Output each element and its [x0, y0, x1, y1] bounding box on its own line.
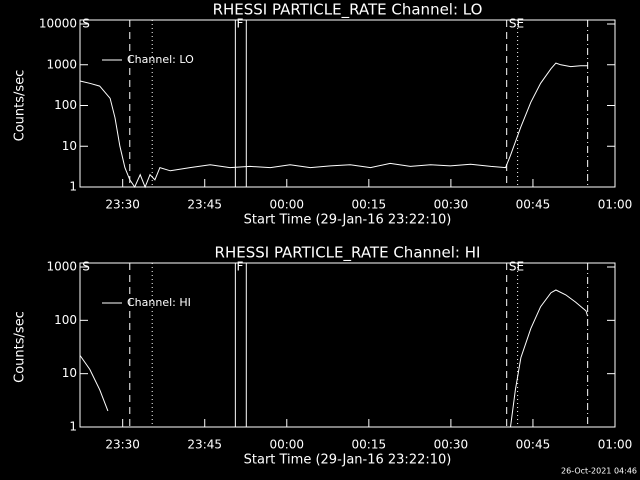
legend-label: Channel: LO	[127, 53, 194, 66]
plot-frame	[79, 262, 616, 428]
y-axis-label: Counts/sec	[13, 311, 28, 383]
x-tick-label: 23:45	[187, 438, 222, 452]
x-tick-label: 00:45	[516, 438, 551, 452]
annotation: F	[236, 260, 243, 274]
x-tick-label: 00:00	[269, 438, 304, 452]
y-tick-label: 10	[62, 139, 77, 153]
x-tick-label: 00:30	[434, 198, 469, 212]
x-tick-label: 00:00	[269, 198, 304, 212]
y-axis-label: Counts/sec	[13, 70, 28, 142]
annotation: SE	[509, 260, 524, 274]
annotation: F	[236, 17, 243, 31]
x-tick-label: 00:45	[516, 198, 551, 212]
annotation: S	[82, 17, 90, 31]
x-tick-label: 01:00	[598, 438, 633, 452]
plot-frame	[79, 19, 616, 188]
data-line	[79, 289, 589, 428]
y-tick-label: 1	[69, 180, 77, 194]
x-tick-label: 23:45	[187, 198, 222, 212]
x-tick-label: 23:30	[105, 438, 140, 452]
x-tick-label: 23:30	[105, 198, 140, 212]
x-tick-label: 00:30	[434, 438, 469, 452]
data-line	[79, 62, 588, 189]
y-tick-label: 100	[54, 313, 77, 327]
x-axis-label: Start Time (29-Jan-16 23:22:10)	[244, 213, 452, 228]
y-tick-label: 10	[62, 366, 77, 380]
chart-title: RHESSI PARTICLE_RATE Channel: LO	[213, 1, 483, 20]
y-tick-label: 1	[69, 420, 77, 434]
y-tick-label: 1000	[46, 57, 77, 71]
footer: 26-Oct-2021 04:46	[561, 467, 637, 476]
x-axis-label: Start Time (29-Jan-16 23:22:10)	[244, 453, 452, 468]
x-tick-label: 00:15	[352, 438, 387, 452]
y-tick-label: 1000	[46, 260, 77, 274]
chart-title: RHESSI PARTICLE_RATE Channel: HI	[215, 244, 481, 263]
y-tick-label: 10000	[39, 17, 77, 31]
legend-label: Channel: HI	[127, 296, 191, 309]
x-tick-label: 00:15	[352, 198, 387, 212]
x-tick-label: 01:00	[598, 198, 633, 212]
annotation: SE	[509, 17, 524, 31]
y-tick-label: 100	[54, 98, 77, 112]
annotation: S	[82, 260, 90, 274]
